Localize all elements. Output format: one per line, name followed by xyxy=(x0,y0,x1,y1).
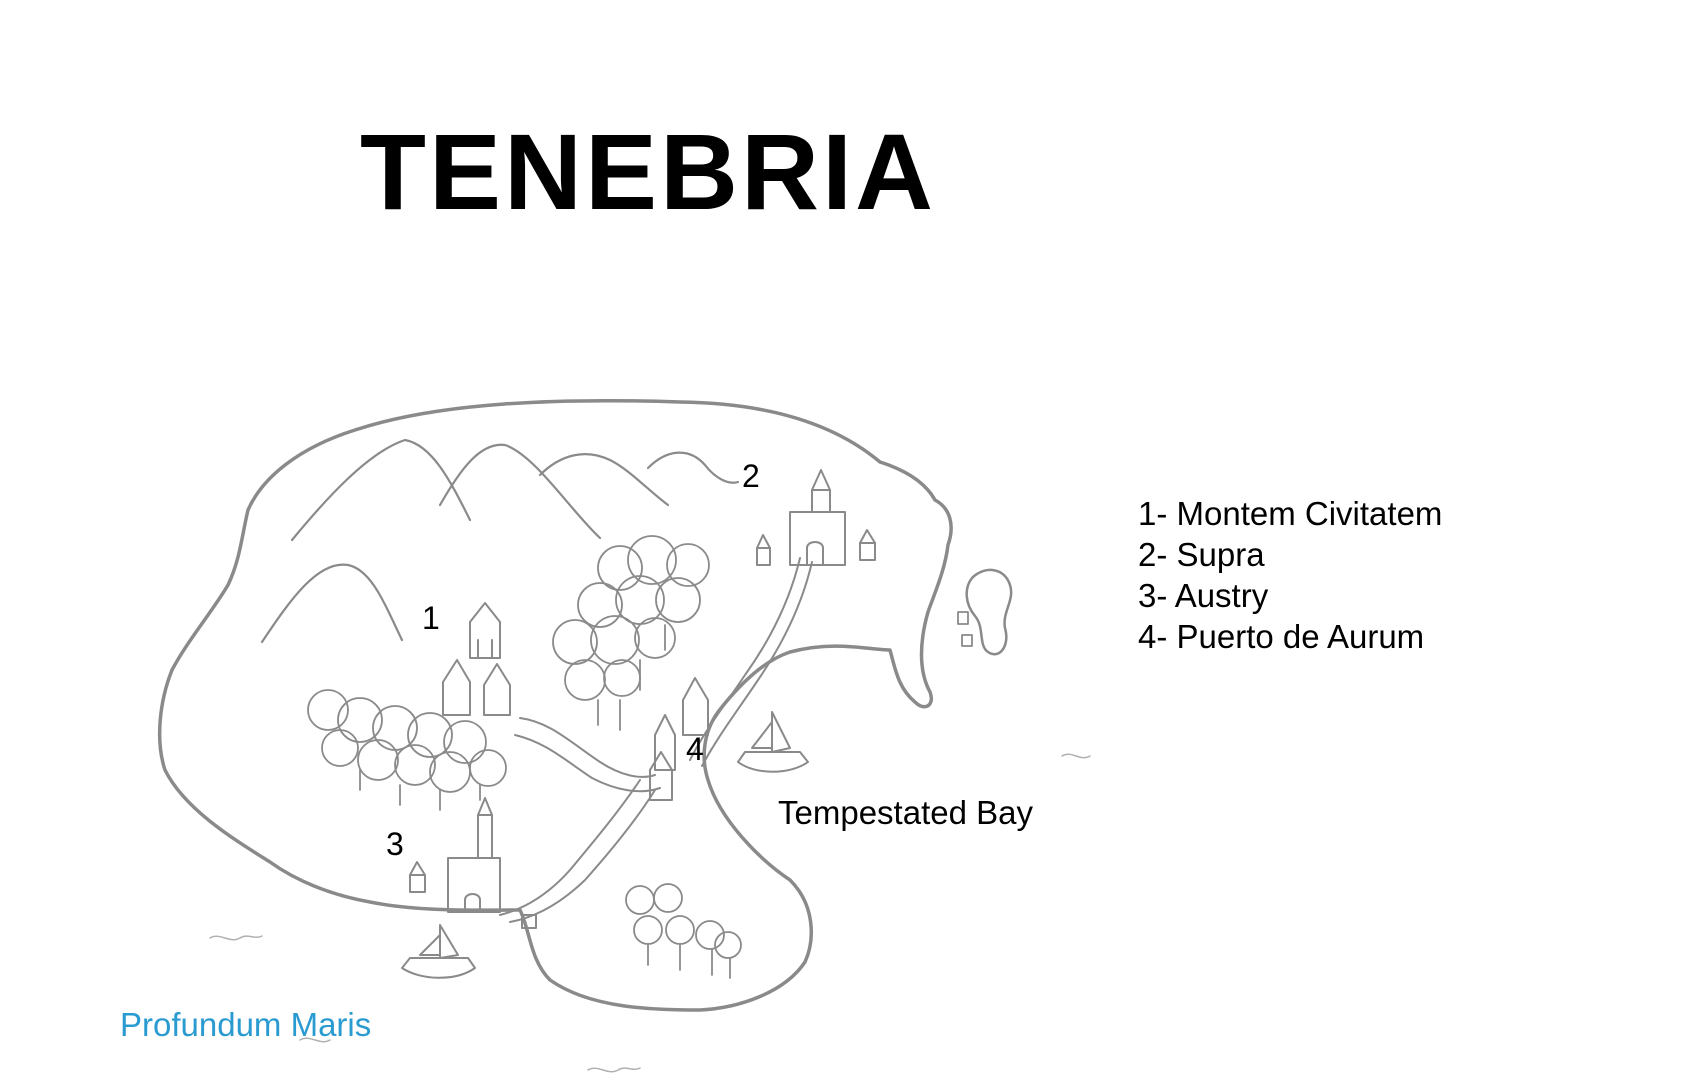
sailboat xyxy=(737,711,809,773)
sea-label: Profundum Maris xyxy=(120,1006,372,1043)
mountain-ridge xyxy=(538,453,670,507)
road xyxy=(689,557,801,761)
river xyxy=(519,717,656,778)
water-ripples xyxy=(209,753,1091,1073)
legend-item: 2- Supra xyxy=(1138,536,1265,573)
mountain-ridge xyxy=(260,563,404,644)
location-marker-2: 2 xyxy=(742,458,760,494)
mountain-ridge xyxy=(438,443,602,540)
island-coastline xyxy=(157,398,953,1012)
legend-item: 4- Puerto de Aurum xyxy=(1138,618,1425,655)
sailboat xyxy=(401,924,476,979)
road xyxy=(499,779,641,916)
location-marker-1: 1 xyxy=(422,600,440,636)
road xyxy=(701,561,813,767)
forest xyxy=(625,883,742,979)
river xyxy=(514,734,661,793)
location-marker-4: 4 xyxy=(686,731,704,767)
forest xyxy=(307,689,507,811)
map-legend: 1- Montem Civitatem 2- Supra 3- Austry 4… xyxy=(1138,493,1442,657)
castle xyxy=(756,469,876,566)
bay-label: Tempestated Bay xyxy=(778,794,1033,831)
map-title: TENEBRIA xyxy=(360,111,937,232)
location-marker-3: 3 xyxy=(386,826,404,862)
forest xyxy=(552,535,710,731)
port-buildings xyxy=(649,677,709,801)
mountain-ridge xyxy=(290,438,472,542)
small-islet xyxy=(965,568,1013,656)
legend-item: 3- Austry xyxy=(1138,577,1269,614)
mountain-ridge xyxy=(646,451,740,484)
castle xyxy=(409,797,537,929)
islet-huts xyxy=(957,611,973,647)
town-buildings xyxy=(442,602,511,716)
legend-item: 1- Montem Civitatem xyxy=(1138,495,1443,532)
